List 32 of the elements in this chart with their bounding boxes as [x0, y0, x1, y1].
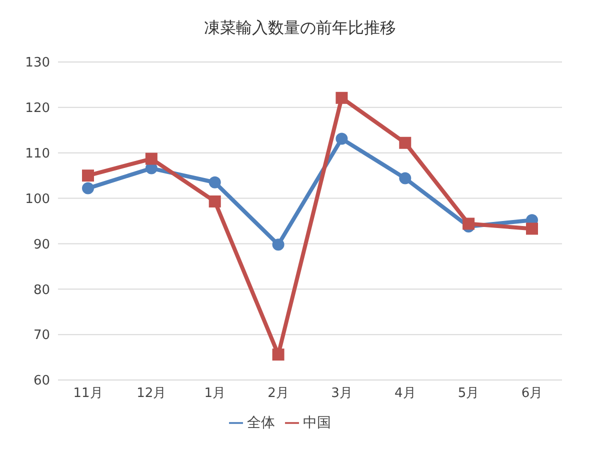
y-tick-label: 100 [25, 192, 50, 207]
point [462, 218, 475, 230]
y-tick-label: 110 [25, 146, 50, 162]
point [336, 132, 348, 145]
y-tick-label: 60 [33, 374, 50, 389]
x-tick-label: 11月 [73, 386, 103, 402]
point [82, 170, 94, 182]
y-tick-label: 80 [33, 282, 50, 298]
point [336, 92, 348, 104]
y-tick-label: 70 [33, 328, 50, 344]
point [208, 176, 221, 188]
x-tick-label: 6月 [521, 386, 543, 402]
point [82, 182, 94, 194]
legend-label: 全体 [247, 415, 275, 431]
x-tick-label: 3月 [331, 386, 352, 402]
point [526, 222, 538, 235]
chart-title: 凍菜輸入数量の前年比推移 [203, 17, 397, 39]
y-tick-label: 90 [33, 237, 50, 252]
y-tick-label: 130 [25, 56, 50, 71]
point [272, 238, 284, 251]
x-tick-label: 5月 [458, 386, 480, 402]
point [399, 172, 412, 184]
point [399, 136, 412, 149]
x-tick-label: 1月 [204, 386, 226, 402]
x-tick-label: 12月 [136, 386, 166, 402]
point [208, 195, 221, 208]
y-tick-label: 120 [25, 101, 50, 116]
x-tick-label: 4月 [394, 386, 416, 402]
x-tick-label: 2月 [268, 386, 289, 402]
legend-label: 中国 [303, 415, 331, 431]
point [272, 348, 284, 361]
point [145, 152, 158, 165]
